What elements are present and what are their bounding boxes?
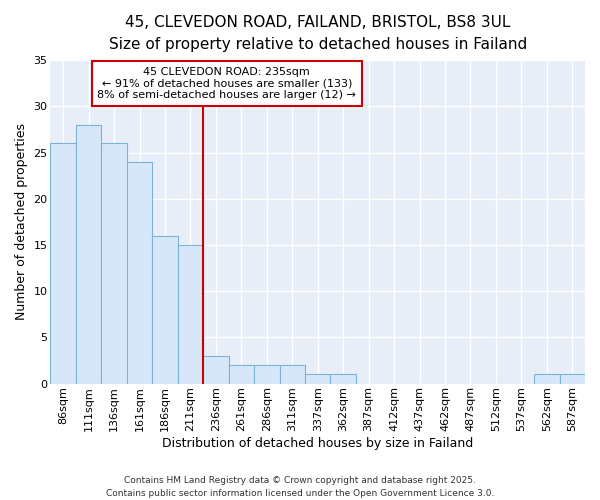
Bar	[178, 245, 203, 384]
Title: 45, CLEVEDON ROAD, FAILAND, BRISTOL, BS8 3UL
Size of property relative to detach: 45, CLEVEDON ROAD, FAILAND, BRISTOL, BS8…	[109, 15, 527, 52]
Text: Contains HM Land Registry data © Crown copyright and database right 2025.
Contai: Contains HM Land Registry data © Crown c…	[106, 476, 494, 498]
Bar	[203, 356, 229, 384]
Bar	[101, 144, 127, 384]
Bar	[50, 144, 76, 384]
Bar	[152, 236, 178, 384]
Bar	[280, 365, 305, 384]
Bar	[331, 374, 356, 384]
Bar	[254, 365, 280, 384]
Bar	[534, 374, 560, 384]
Text: 45 CLEVEDON ROAD: 235sqm
← 91% of detached houses are smaller (133)
8% of semi-d: 45 CLEVEDON ROAD: 235sqm ← 91% of detach…	[97, 67, 356, 100]
Bar	[560, 374, 585, 384]
Bar	[229, 365, 254, 384]
Y-axis label: Number of detached properties: Number of detached properties	[15, 124, 28, 320]
Bar	[305, 374, 331, 384]
Bar	[127, 162, 152, 384]
Bar	[76, 125, 101, 384]
X-axis label: Distribution of detached houses by size in Failand: Distribution of detached houses by size …	[162, 437, 473, 450]
